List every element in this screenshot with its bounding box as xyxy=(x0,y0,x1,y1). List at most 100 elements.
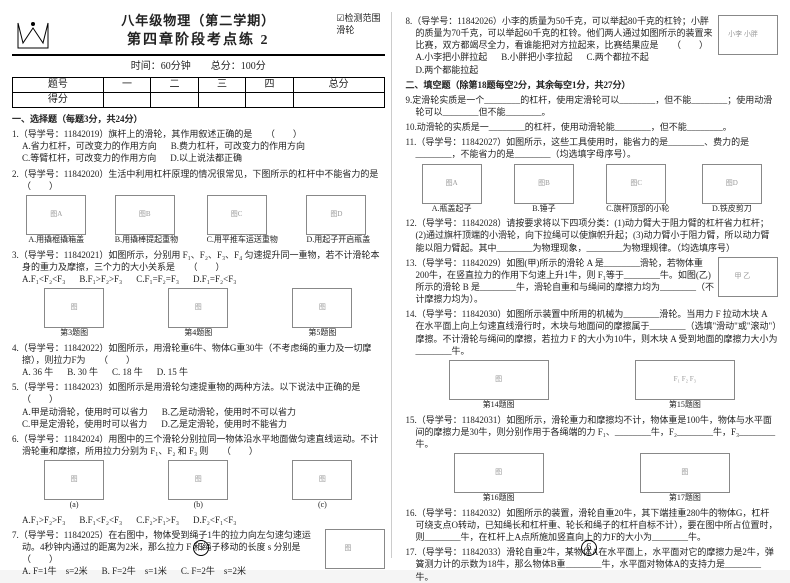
page-right: 小李 小胖 8.（导学号：11842026）小李的质量为50千克，可以举起80千… xyxy=(400,12,779,558)
th-num: 题号 xyxy=(13,77,104,92)
q7-opts: A. F=1牛 s=2米 B. F=2牛 s=1米 C. F=2牛 s=2米 xyxy=(22,565,322,577)
q2-fig-b: 图B xyxy=(115,195,175,235)
q4-stem: 4.（导学号：11842022）如图所示，用滑轮重6牛、物体G重30牛（不考虑绳… xyxy=(12,343,371,365)
q4: 4.（导学号：11842022）如图所示，用滑轮重6牛、物体G重30牛（不考虑绳… xyxy=(12,342,385,366)
q8-b: B.小胖把小李拉起 xyxy=(501,51,572,63)
q3-fig-label: 第3题图 xyxy=(44,328,104,339)
q12: 12.（导学号：11842028）请按要求将以下四项分类：(1)动力臂大于阻力臂… xyxy=(406,217,779,253)
q6-fig-c: 图 xyxy=(292,460,352,500)
q13-stem: 13.（导学号：11842029）如图(甲)所示的滑轮 A 是________滑… xyxy=(406,258,715,304)
q8: 小李 小胖 8.（导学号：11842026）小李的质量为50千克，可以举起80千… xyxy=(406,15,779,51)
q11: 11.（导学号：11842027）如图所示，这些工具使用时，能省力的是_____… xyxy=(406,136,779,160)
td-s4 xyxy=(246,92,294,107)
q2-figs: 图AA.用撬棍撬箱盖 图BB.用撬棒提起重物 图CC.用平推车运送重物 图DD.… xyxy=(12,195,385,246)
q16-fl: 第16题图 xyxy=(454,493,544,504)
q16-17-figs: 图第16题图 图第17题图 xyxy=(406,453,779,504)
q11-a: A.瓶盖起子 xyxy=(422,204,482,215)
q5-c: C.甲是定滑轮，使用时可以省力 xyxy=(22,418,147,430)
main-title: 八年级物理（第二学期） xyxy=(12,12,385,30)
q3-d: D.F₁=F₂<F₃ xyxy=(193,273,236,285)
q5: 5.（导学号：11842023）如图所示是用滑轮匀速提重物的两种方法。以下说法中… xyxy=(12,381,385,405)
q6-la: (a) xyxy=(44,500,104,511)
scope-label: ☑检测范围 xyxy=(336,12,380,24)
q7-a: A. F=1牛 s=2米 xyxy=(22,565,88,577)
q3-b: B.F₁>F₂>F₃ xyxy=(79,273,122,285)
q4-b: B. 30 牛 xyxy=(67,366,98,378)
q6-opts: A.F₁>F₂>F₃ B.F₁<F₂<F₃ C.F₂>F₁>F₃ D.F₂<F₁… xyxy=(22,514,385,526)
topic-label: 滑轮 xyxy=(336,24,380,36)
q6-fig-a: 图 xyxy=(44,460,104,500)
q11-d: D.铁皮剪刀 xyxy=(702,204,762,215)
q15-fl: 第15题图 xyxy=(635,400,735,411)
q6: 6.（导学号：11842024）用图中的三个滑轮分别拉同一物体沿水平地面做匀速直… xyxy=(12,433,385,457)
q8-fig: 小李 小胖 xyxy=(718,15,778,55)
q14-15-figs: 图第14题图 F₁ F₂ F₃第15题图 xyxy=(406,360,779,411)
q7-stem: 7.（导学号：11842025）在右图中，物体受到绳子1牛的拉力向左匀速匀速运动… xyxy=(12,530,319,564)
q6-lc: (c) xyxy=(292,500,352,511)
q3-5-figs: 图第3题图 图第4题图 图第5题图 xyxy=(12,288,385,339)
timing: 时间：60分钟 总分：100分 xyxy=(12,60,385,74)
q10: 10.动滑轮的实质是一________的杠杆，使用动滑轮能________，但不… xyxy=(406,121,779,133)
q6-figs: 图(a) 图(b) 图(c) xyxy=(12,460,385,511)
q11-figs: 图AA.瓶盖起子 图BB.锤子 图CC.旗杆顶部的小轮 图DD.铁皮剪刀 xyxy=(406,164,779,215)
q11-stem: 11.（导学号：11842027）如图所示，这些工具使用时，能省力的是_____… xyxy=(406,137,750,159)
q11-fig-c: 图C xyxy=(606,164,666,204)
q5-b: B.乙是动滑轮，使用时不可以省力 xyxy=(162,406,296,418)
q4-fig: 图 xyxy=(168,288,228,328)
q8-c: C.两个都拉不起 xyxy=(587,51,649,63)
q1-b: B.费力杠杆，可改变力的作用方向 xyxy=(171,140,305,152)
section2-title: 二、填空题（除第18题每空2分，其余每空1分，共27分） xyxy=(406,79,779,91)
td-s1 xyxy=(103,92,151,107)
q4-a: A. 36 牛 xyxy=(22,366,53,378)
q7-b: B. F=2牛 s=1米 xyxy=(102,565,167,577)
q3: 3.（导学号：11842021）如图所示，分别用 F₁、F₂、F₃、F₄ 匀速提… xyxy=(12,249,385,273)
q11-fig-a: 图A xyxy=(422,164,482,204)
q4-opts: A. 36 牛 B. 30 牛 C. 18 牛 D. 15 牛 xyxy=(22,366,385,378)
page-left: 八年级物理（第二学期） 第四章阶段考点练 2 ☑检测范围 滑轮 时间：60分钟 … xyxy=(12,12,392,558)
q2-b: B.用撬棒提起重物 xyxy=(115,235,178,246)
q6-a: A.F₁>F₂>F₃ xyxy=(22,514,65,526)
q6-fig-b: 图 xyxy=(168,460,228,500)
q8-stem: 8.（导学号：11842026）小李的质量为50千克，可以举起80千克的杠铃；小… xyxy=(406,16,713,50)
score-table: 题号 一 二 三 四 总分 得分 xyxy=(12,77,385,108)
q9: 9.定滑轮实质是一个________的杠杆，使用定滑轮可以________，但不… xyxy=(406,94,779,118)
q15: 15.（导学号：11842031）如图所示，滑轮重力和摩擦均不计，物体重是100… xyxy=(406,414,779,450)
q5-fig: 图 xyxy=(292,288,352,328)
q13-fig: 甲 乙 xyxy=(718,257,778,297)
q11-fig-d: 图D xyxy=(702,164,762,204)
th-4: 四 xyxy=(246,77,294,92)
q13: 甲 乙 13.（导学号：11842029）如图(甲)所示的滑轮 A 是_____… xyxy=(406,257,779,306)
q2: 2.（导学号：11842020）生活中利用杠杆原理的情况很常见，下图所示的杠杆中… xyxy=(12,168,385,192)
q16: 16.（导学号：11842032）如图所示的装置，滑轮自重20牛，其下端挂重28… xyxy=(406,507,779,543)
header: 八年级物理（第二学期） 第四章阶段考点练 2 ☑检测范围 滑轮 xyxy=(12,12,385,56)
logo xyxy=(12,18,54,54)
q1-stem: 1.（导学号：11842019）旗杆上的滑轮，其作用叙述正确的是 （ ） xyxy=(12,129,302,139)
q4-c: C. 18 牛 xyxy=(112,366,143,378)
q3-opts: A.F₁<F₂<F₃ B.F₁>F₂>F₃ C.F₁=F₂=F₃ D.F₁=F₂… xyxy=(22,273,385,285)
sub-title: 第四章阶段考点练 2 xyxy=(12,32,385,51)
th-1: 一 xyxy=(103,77,151,92)
q2-fig-a: 图A xyxy=(26,195,86,235)
q4-fig-label: 第4题图 xyxy=(168,328,228,339)
q14-fig: 图 xyxy=(449,360,549,400)
q5-fig-label: 第5题图 xyxy=(292,328,352,339)
q2-fig-d: 图D xyxy=(306,195,366,235)
q6-c: C.F₂>F₁>F₃ xyxy=(136,514,179,526)
q2-a: A.用撬棍撬箱盖 xyxy=(26,235,86,246)
q2-fig-c: 图C xyxy=(207,195,267,235)
q5-a: A.甲是动滑轮，使用时可以省力 xyxy=(22,406,148,418)
q1: 1.（导学号：11842019）旗杆上的滑轮，其作用叙述正确的是 （ ） xyxy=(12,128,385,140)
q7-c: C. F=2牛 s=2米 xyxy=(181,565,246,577)
q4-d: D. 15 牛 xyxy=(157,366,188,378)
q14: 14.（导学号：11842030）如图所示装置中所用的机械为________滑轮… xyxy=(406,308,779,357)
page-num-right: 6 xyxy=(581,540,597,556)
q17-fig: 图 xyxy=(640,453,730,493)
q5-stem: 5.（导学号：11842023）如图所示是用滑轮匀速提重物的两种方法。以下说法中… xyxy=(12,382,378,404)
q7-fig: 图 xyxy=(325,529,385,569)
th-2: 二 xyxy=(151,77,199,92)
q1-c: C.等臂杠杆，可改变力的作用方向 xyxy=(22,152,156,164)
q6-d: D.F₂<F₁<F₃ xyxy=(193,514,236,526)
q17-fl: 第17题图 xyxy=(640,493,730,504)
q14-fl: 第14题图 xyxy=(449,400,549,411)
td-stotal xyxy=(293,92,384,107)
